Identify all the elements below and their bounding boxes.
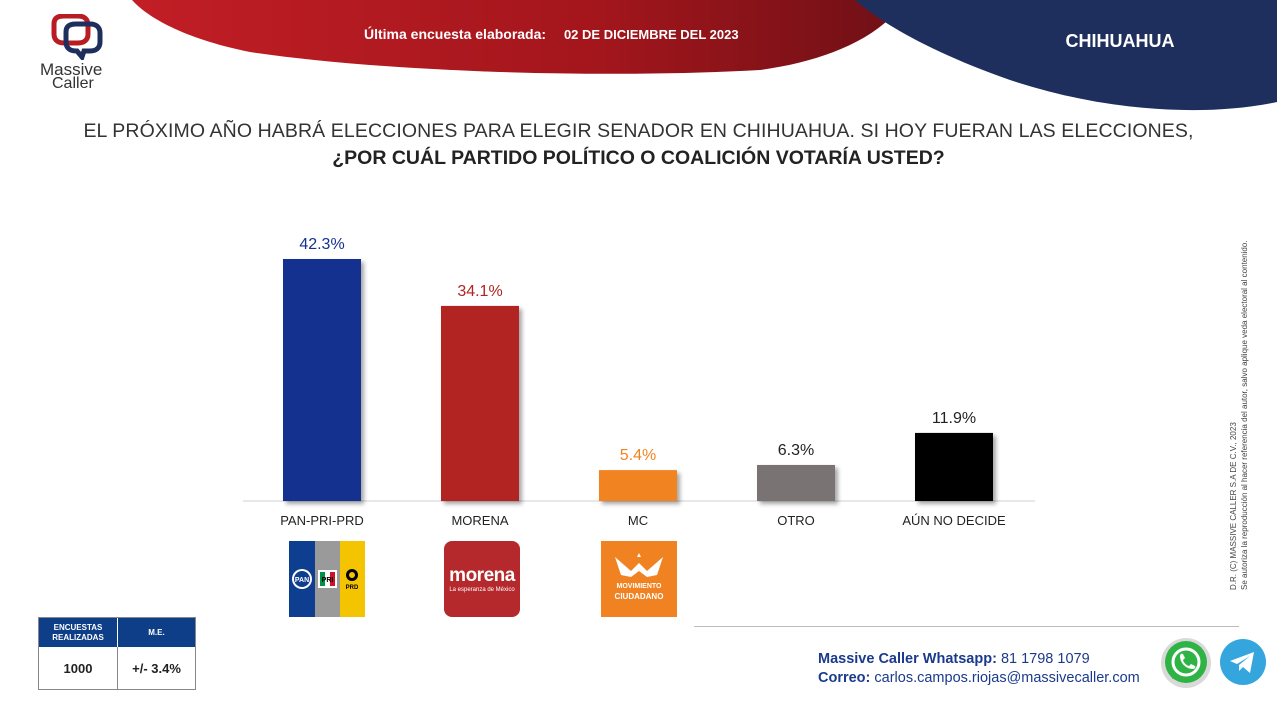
massive-caller-logo: Massive Caller — [30, 14, 130, 94]
bar-2 — [599, 470, 677, 501]
massive-caller-logo-icon — [51, 14, 103, 60]
category-label-4: AÚN NO DECIDE — [902, 513, 1006, 528]
category-label-1: MORENA — [451, 513, 508, 528]
bar-1 — [441, 305, 519, 501]
bar-4 — [915, 432, 993, 501]
eagle-icon — [615, 553, 663, 577]
contact-info: Massive Caller Whatsapp: 81 1798 1079 Co… — [818, 650, 1140, 688]
email-label: Correo: — [818, 670, 871, 686]
whatsapp-label: Massive Caller Whatsapp: — [818, 651, 997, 667]
bar-3 — [757, 464, 835, 501]
brand-line1: Massive — [40, 60, 103, 79]
telegram-icon[interactable] — [1219, 638, 1267, 686]
morena-logo-tagline: La esperanza de México — [449, 587, 515, 593]
footer-divider — [694, 626, 1239, 627]
mc-logo-line2: CIUDADANO — [614, 592, 664, 601]
margin-error-value: +/- 3.4% — [117, 647, 195, 690]
pan-logo-text: PAN — [295, 577, 309, 584]
question: EL PRÓXIMO AÑO HABRÁ ELECCIONES PARA ELE… — [0, 120, 1277, 170]
survey-date-label: Última encuesta elaborada: — [364, 26, 547, 42]
copyright-notice: D.R. (C) MASSIVE CALLER S.A DE C.V., 202… — [1228, 150, 1252, 590]
header-banner — [132, 0, 1277, 111]
bar-value-label-1: 34.1% — [457, 283, 502, 300]
mc-logo: MOVIMIENTO CIUDADANO — [601, 541, 677, 617]
bar-value-label-3: 6.3% — [778, 442, 814, 459]
margin-error-header: M.E. — [117, 618, 195, 647]
survey-info-table: ENCUESTAS REALIZADAS M.E. 1000 +/- 3.4% — [38, 617, 196, 690]
copyright-line1: D.R. (C) MASSIVE CALLER S.A DE C.V., 202… — [1229, 422, 1238, 590]
question-line2: ¿POR CUÁL PARTIDO POLÍTICO O COALICIÓN V… — [332, 147, 945, 169]
state-name: CHIHUAHUA — [1065, 31, 1175, 51]
surveys-value: 1000 — [63, 661, 93, 676]
bar-value-label-2: 5.4% — [620, 447, 656, 464]
morena-logo-name: morena — [449, 565, 515, 586]
bar-0 — [283, 259, 361, 501]
question-line1: EL PRÓXIMO AÑO HABRÁ ELECCIONES PARA ELE… — [83, 120, 1194, 142]
header-red-shape — [132, 0, 905, 74]
category-label-3: OTRO — [777, 513, 815, 528]
bar-value-label-4: 11.9% — [932, 410, 976, 427]
survey-date: Última encuesta elaborada: 02 DE DICIEMB… — [364, 26, 739, 42]
morena-logo: morena La esperanza de México — [444, 541, 520, 617]
email-address[interactable]: carlos.campos.riojas@massivecaller.com — [874, 670, 1140, 686]
pri-logo-text: PRI — [322, 577, 334, 584]
copyright-line2: Se autoriza la reproducción al hacer ref… — [1240, 240, 1249, 590]
whatsapp-icon[interactable] — [1160, 637, 1212, 689]
whatsapp-number[interactable]: 81 1798 1079 — [1000, 651, 1090, 667]
survey-date-value: 02 DE DICIEMBRE DEL 2023 — [563, 27, 739, 42]
header-navy-shape — [855, 0, 1277, 111]
category-label-0: PAN-PRI-PRD — [280, 513, 364, 528]
bar-value-label-0: 42.3% — [299, 236, 344, 253]
brand-line2: Caller — [52, 75, 94, 92]
surveys-header: ENCUESTAS REALIZADAS — [39, 618, 117, 647]
prd-logo-text: PRD — [346, 585, 359, 591]
pan-pri-prd-logo: PAN PRI PRD — [289, 541, 365, 617]
mc-logo-line1: MOVIMIENTO — [616, 583, 662, 590]
category-label-2: MC — [628, 513, 648, 528]
